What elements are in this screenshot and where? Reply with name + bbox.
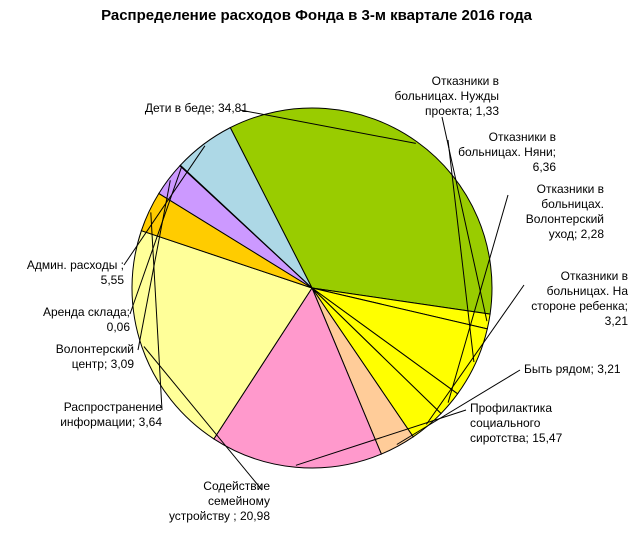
slice-label-3: Отказники в больницах. Няни; 6,36 xyxy=(458,130,556,174)
slice-label-2: Отказники в больницах. Нужды проекта; 1,… xyxy=(394,74,499,118)
leader-line-11 xyxy=(129,166,183,315)
leader-line-12 xyxy=(123,145,206,266)
leader-line-4 xyxy=(447,194,509,403)
slice-label-7: Профилактика социального сиротства; 15,4… xyxy=(470,401,563,445)
slice-label-9: Распространение информации; 3,64 xyxy=(60,400,162,429)
slice-label-12: Админ. расходы ; 5,55 xyxy=(26,258,124,287)
leader-line-3 xyxy=(447,139,475,363)
slice-label-6: Быть рядом; 3,21 xyxy=(524,362,621,376)
pie-slice-1 xyxy=(229,107,493,315)
leader-line-7 xyxy=(295,409,467,466)
slice-label-8: Содействие семейному устройству ; 20,98 xyxy=(168,479,270,523)
leader-line-1 xyxy=(239,109,416,144)
pie-slice-12 xyxy=(179,126,313,289)
slice-label-1: Дети в беде; 34,81 xyxy=(144,101,248,115)
slice-label-11: Аренда склада; 0,06 xyxy=(42,305,130,334)
leader-line-5 xyxy=(425,284,525,425)
slice-label-5: Отказники в больницах. На стороне ребенк… xyxy=(531,269,628,328)
slice-label-10: Волонтерский центр; 3,09 xyxy=(55,342,134,371)
leader-line-9 xyxy=(150,212,163,411)
leader-line-10 xyxy=(137,180,171,351)
slice-label-4: Отказники в больницах. Волонтерский уход… xyxy=(525,182,604,241)
leader-line-8 xyxy=(143,346,263,491)
leader-line-6 xyxy=(396,369,521,445)
chart-title: Распределение расходов Фонда в 3-м кварт… xyxy=(101,7,532,24)
